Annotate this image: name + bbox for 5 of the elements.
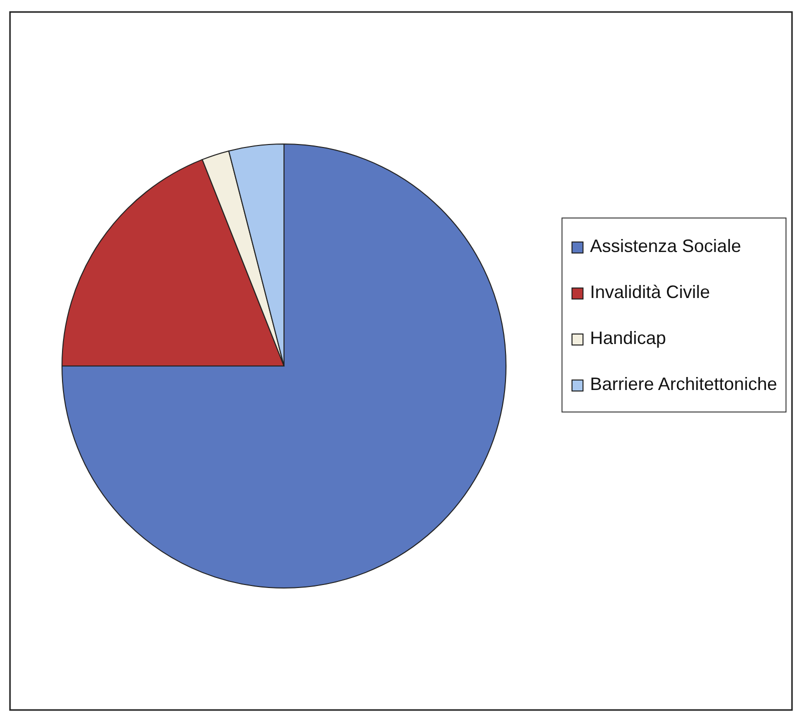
pie-slice [62,144,506,588]
legend-label: Assistenza Sociale [590,236,742,256]
legend-label: Barriere Architettoniche [590,374,778,394]
legend-label: Invalidità Civile [590,282,710,302]
legend-label: Handicap [590,328,666,348]
